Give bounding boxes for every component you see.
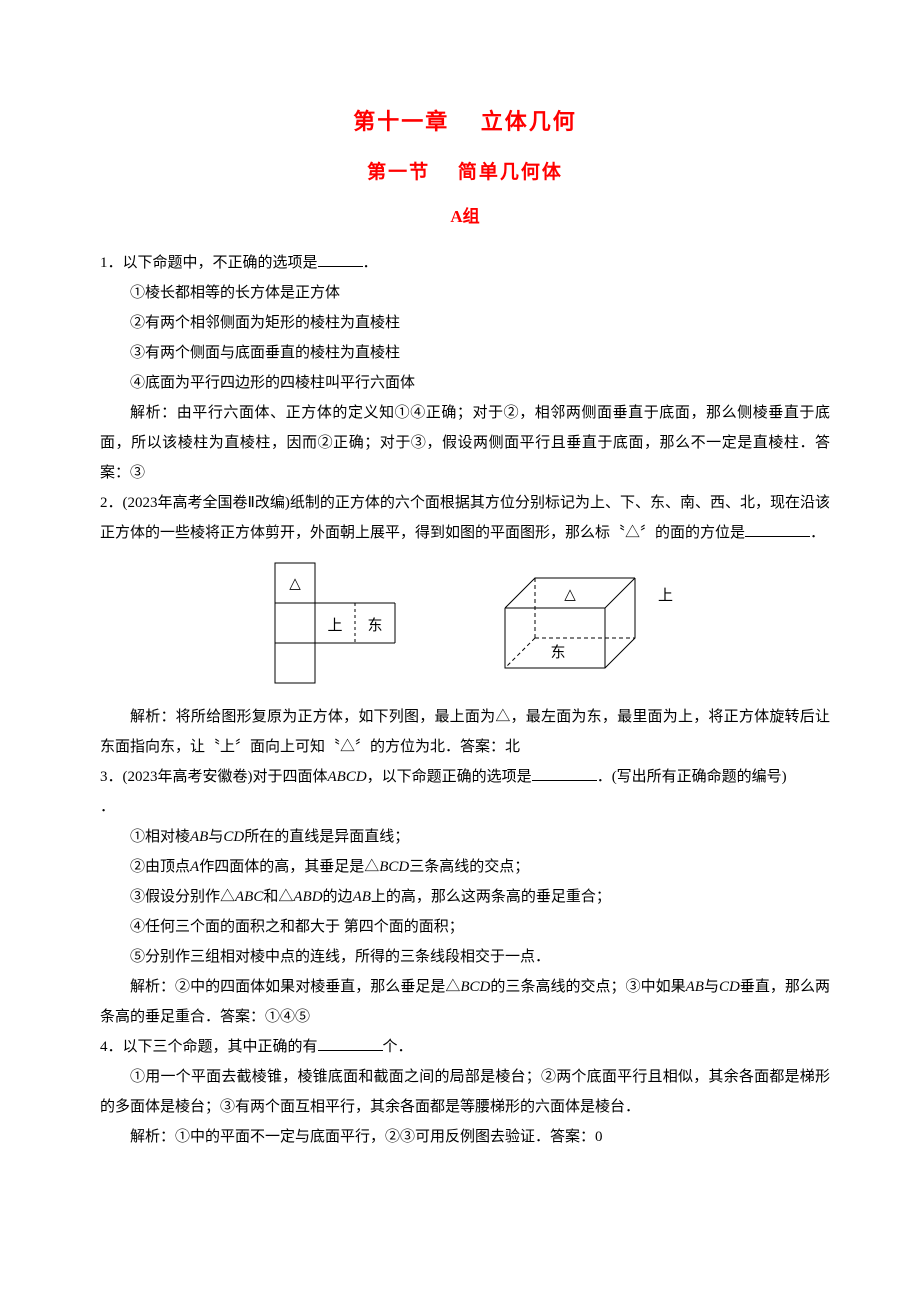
q2-stem-post: ． bbox=[810, 525, 825, 541]
figure-row: △ 上 东 △ 上 东 bbox=[100, 558, 830, 688]
q2-stem-pre: 2．(2023年高考全国卷Ⅱ改编)纸制的正方体的六个面根据其方位分别标记为上、下… bbox=[100, 495, 830, 541]
q3-opt2: ②由顶点A作四面体的高，其垂足是△BCD三条高线的交点； bbox=[100, 852, 830, 882]
text: 与 bbox=[704, 979, 719, 995]
q1-opt4: ④底面为平行四边形的四棱柱叫平行六面体 bbox=[100, 368, 830, 398]
group-title: A组 bbox=[100, 200, 830, 234]
q1-opt2: ②有两个相邻侧面为矩形的棱柱为直棱柱 bbox=[100, 308, 830, 338]
net-east-label: 东 bbox=[367, 617, 382, 634]
q1-stem-post: ． bbox=[363, 255, 378, 271]
ab: AB bbox=[190, 829, 208, 845]
text: ③假设分别作△ bbox=[130, 889, 235, 905]
abcd: ABCD bbox=[328, 769, 367, 785]
text: 上的高，那么这两条高的垂足重合； bbox=[371, 889, 611, 905]
q3-dot: ． bbox=[100, 792, 830, 822]
text: 的三条高线的交点；③中如果 bbox=[490, 979, 685, 995]
cube-east-label: 东 bbox=[550, 644, 565, 661]
bcd: BCD bbox=[460, 979, 490, 995]
text: 的边 bbox=[323, 889, 353, 905]
q4-stem: 4．以下三个命题，其中正确的有 个． bbox=[100, 1032, 830, 1062]
abd: ABD bbox=[293, 889, 322, 905]
blank bbox=[318, 251, 363, 267]
q1-analysis: 解析：由平行六面体、正方体的定义知①④正确；对于②，相邻两侧面垂直于底面，那么侧… bbox=[100, 398, 830, 488]
q4-body: ①用一个平面去截棱锥，棱锥底面和截面之间的局部是棱台；②两个底面平行且相似，其余… bbox=[100, 1062, 830, 1122]
q3-opt1: ①相对棱AB与CD所在的直线是异面直线； bbox=[100, 822, 830, 852]
q3-stem-mid: ，以下命题正确的选项是 bbox=[367, 769, 532, 785]
q2-stem: 2．(2023年高考全国卷Ⅱ改编)纸制的正方体的六个面根据其方位分别标记为上、下… bbox=[100, 488, 830, 548]
chapter-title: 第十一章 立体几何 bbox=[100, 100, 830, 144]
q4-analysis: 解析：①中的平面不一定与底面平行，②③可用反例图去验证．答案：0 bbox=[100, 1122, 830, 1152]
text: 和△ bbox=[263, 889, 293, 905]
blank bbox=[532, 765, 597, 781]
text: ①相对棱 bbox=[130, 829, 190, 845]
q3-opt5: ⑤分别作三组相对棱中点的连线，所得的三条线段相交于一点． bbox=[100, 942, 830, 972]
q3-stem-post: ．(写出所有正确命题的编号) bbox=[597, 769, 787, 785]
text: ②由顶点 bbox=[130, 859, 190, 875]
cube-figure: △ 上 东 bbox=[495, 568, 685, 678]
net-triangle-label: △ bbox=[289, 576, 301, 592]
q1-opt3: ③有两个侧面与底面垂直的棱柱为直棱柱 bbox=[100, 338, 830, 368]
a: A bbox=[190, 859, 199, 875]
text: 所在的直线是异面直线； bbox=[244, 829, 409, 845]
blank bbox=[745, 521, 810, 537]
ab: AB bbox=[353, 889, 371, 905]
q3-analysis: 解析：②中的四面体如果对棱垂直，那么垂足是△BCD的三条高线的交点；③中如果AB… bbox=[100, 972, 830, 1032]
net-figure: △ 上 东 bbox=[245, 558, 405, 688]
q4-stem-post: 个． bbox=[383, 1039, 413, 1055]
q1-opt1: ①棱长都相等的长方体是正方体 bbox=[100, 278, 830, 308]
q3-stem-pre: 3．(2023年高考安徽卷)对于四面体 bbox=[100, 769, 328, 785]
ab: AB bbox=[686, 979, 704, 995]
cd: CD bbox=[223, 829, 244, 845]
cube-triangle-label: △ bbox=[564, 587, 576, 603]
text: 作四面体的高，其垂足是△ bbox=[199, 859, 379, 875]
q3-opt3: ③假设分别作△ABC和△ABD的边AB上的高，那么这两条高的垂足重合； bbox=[100, 882, 830, 912]
blank bbox=[318, 1035, 383, 1051]
cube-top-label: 上 bbox=[658, 587, 673, 604]
text: 三条高线的交点； bbox=[409, 859, 529, 875]
q2-analysis: 解析：将所给图形复原为正方体，如下列图，最上面为△，最左面为东，最里面为上，将正… bbox=[100, 702, 830, 762]
text: 解析：②中的四面体如果对棱垂直，那么垂足是△ bbox=[130, 979, 460, 995]
bcd: BCD bbox=[379, 859, 409, 875]
cd: CD bbox=[719, 979, 740, 995]
net-top-label: 上 bbox=[327, 617, 342, 634]
q3-opt4: ④任何三个面的面积之和都大于 第四个面的面积； bbox=[100, 912, 830, 942]
section-title: 第一节 简单几何体 bbox=[100, 154, 830, 192]
q1-stem: 1．以下命题中，不正确的选项是 ． bbox=[100, 248, 830, 278]
q1-stem-pre: 1．以下命题中，不正确的选项是 bbox=[100, 255, 318, 271]
text: 与 bbox=[208, 829, 223, 845]
abc: ABC bbox=[235, 889, 263, 905]
q4-stem-pre: 4．以下三个命题，其中正确的有 bbox=[100, 1039, 318, 1055]
q3-stem: 3．(2023年高考安徽卷)对于四面体ABCD，以下命题正确的选项是 ．(写出所有… bbox=[100, 762, 830, 792]
